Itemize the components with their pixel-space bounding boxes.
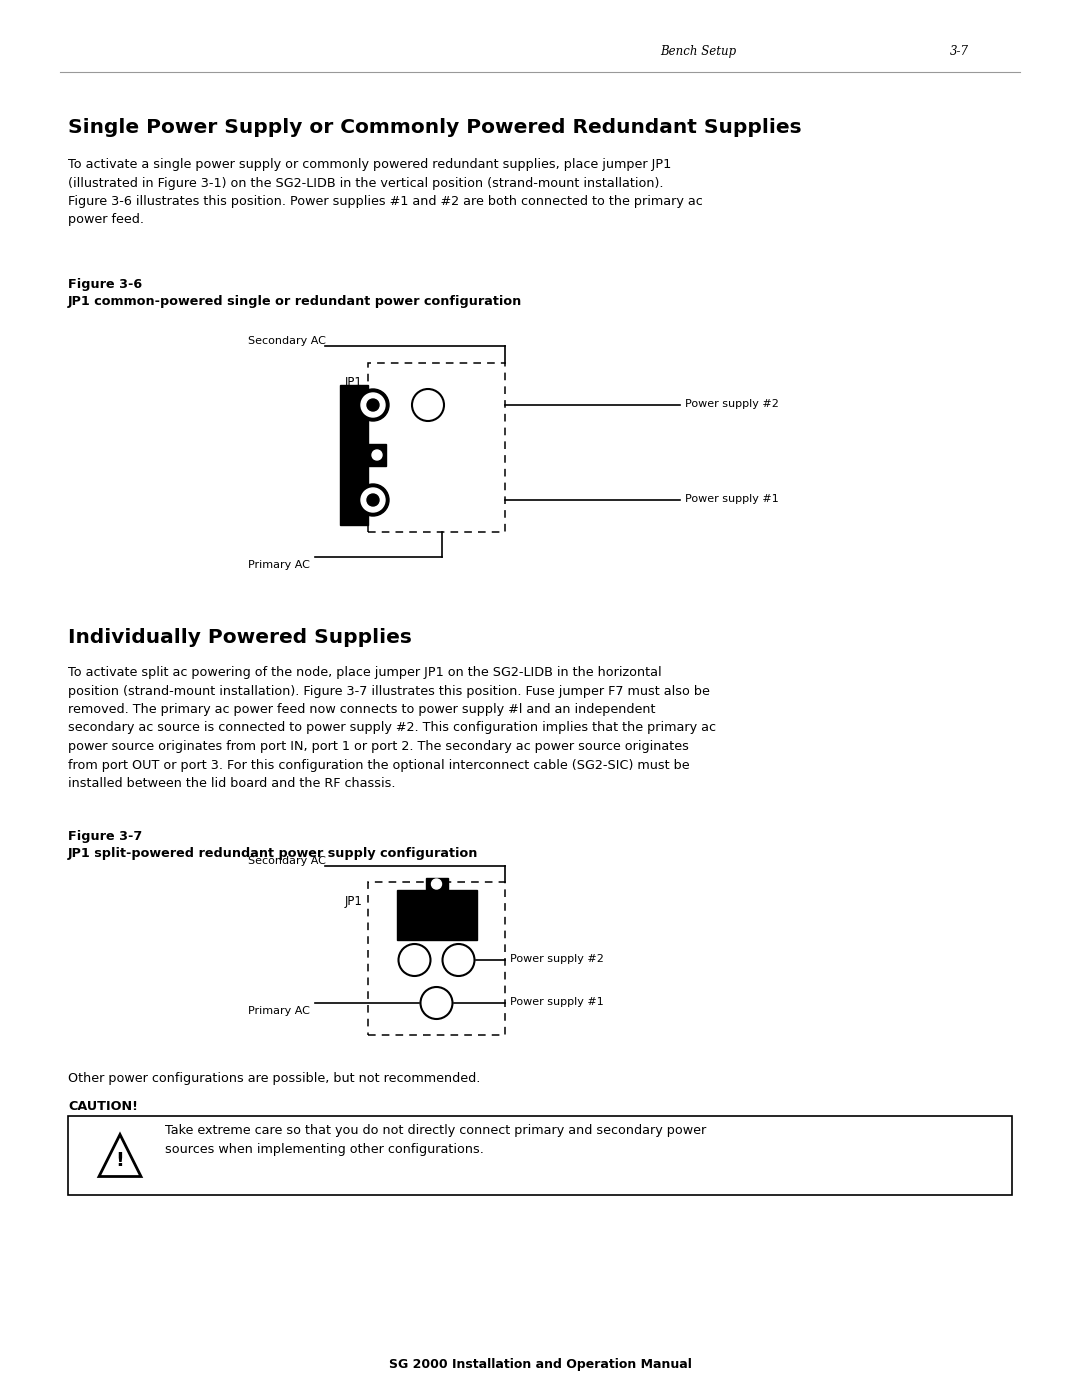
Text: Other power configurations are possible, but not recommended.: Other power configurations are possible,… — [68, 1071, 481, 1085]
Circle shape — [432, 879, 442, 888]
Text: JP1 split-powered redundant power supply configuration: JP1 split-powered redundant power supply… — [68, 847, 478, 861]
Text: Primary AC: Primary AC — [248, 560, 310, 570]
Circle shape — [443, 944, 474, 977]
Text: !: ! — [116, 1151, 124, 1171]
Text: Secondary AC: Secondary AC — [248, 337, 326, 346]
Circle shape — [357, 388, 389, 420]
Text: Secondary AC: Secondary AC — [248, 856, 326, 866]
Bar — [368, 363, 505, 532]
Text: JP1: JP1 — [346, 376, 363, 388]
Text: JP1 common-powered single or redundant power configuration: JP1 common-powered single or redundant p… — [68, 295, 523, 307]
Text: Individually Powered Supplies: Individually Powered Supplies — [68, 629, 411, 647]
Circle shape — [420, 988, 453, 1018]
Text: 3-7: 3-7 — [950, 45, 969, 59]
Text: Bench Setup: Bench Setup — [660, 45, 737, 59]
Text: Single Power Supply or Commonly Powered Redundant Supplies: Single Power Supply or Commonly Powered … — [68, 117, 801, 137]
Bar — [368, 444, 386, 467]
Text: Power supply #2: Power supply #2 — [510, 954, 604, 964]
Text: Figure 3-6: Figure 3-6 — [68, 278, 143, 291]
Bar — [68, 1116, 1012, 1194]
Bar — [426, 877, 447, 890]
Circle shape — [361, 393, 384, 416]
Circle shape — [372, 450, 382, 460]
Circle shape — [411, 388, 444, 420]
Text: To activate a single power supply or commonly powered redundant supplies, place : To activate a single power supply or com… — [68, 158, 703, 226]
Circle shape — [399, 944, 431, 977]
Text: SG 2000 Installation and Operation Manual: SG 2000 Installation and Operation Manua… — [389, 1358, 691, 1370]
Circle shape — [367, 495, 379, 506]
Text: Figure 3-7: Figure 3-7 — [68, 830, 143, 842]
Bar — [340, 386, 368, 525]
Circle shape — [357, 483, 389, 515]
Text: Power supply #1: Power supply #1 — [510, 997, 604, 1007]
Circle shape — [367, 400, 379, 411]
Bar — [396, 890, 476, 940]
Text: Power supply #1: Power supply #1 — [685, 495, 779, 504]
Text: CAUTION!: CAUTION! — [68, 1099, 138, 1113]
Text: JP1: JP1 — [346, 895, 363, 908]
Text: To activate split ac powering of the node, place jumper JP1 on the SG2-LIDB in t: To activate split ac powering of the nod… — [68, 666, 716, 789]
Circle shape — [361, 488, 384, 511]
Text: Take extreme care so that you do not directly connect primary and secondary powe: Take extreme care so that you do not dir… — [165, 1125, 706, 1155]
Bar — [368, 882, 505, 1035]
Text: Power supply #2: Power supply #2 — [685, 400, 779, 409]
Text: Primary AC: Primary AC — [248, 1006, 310, 1016]
